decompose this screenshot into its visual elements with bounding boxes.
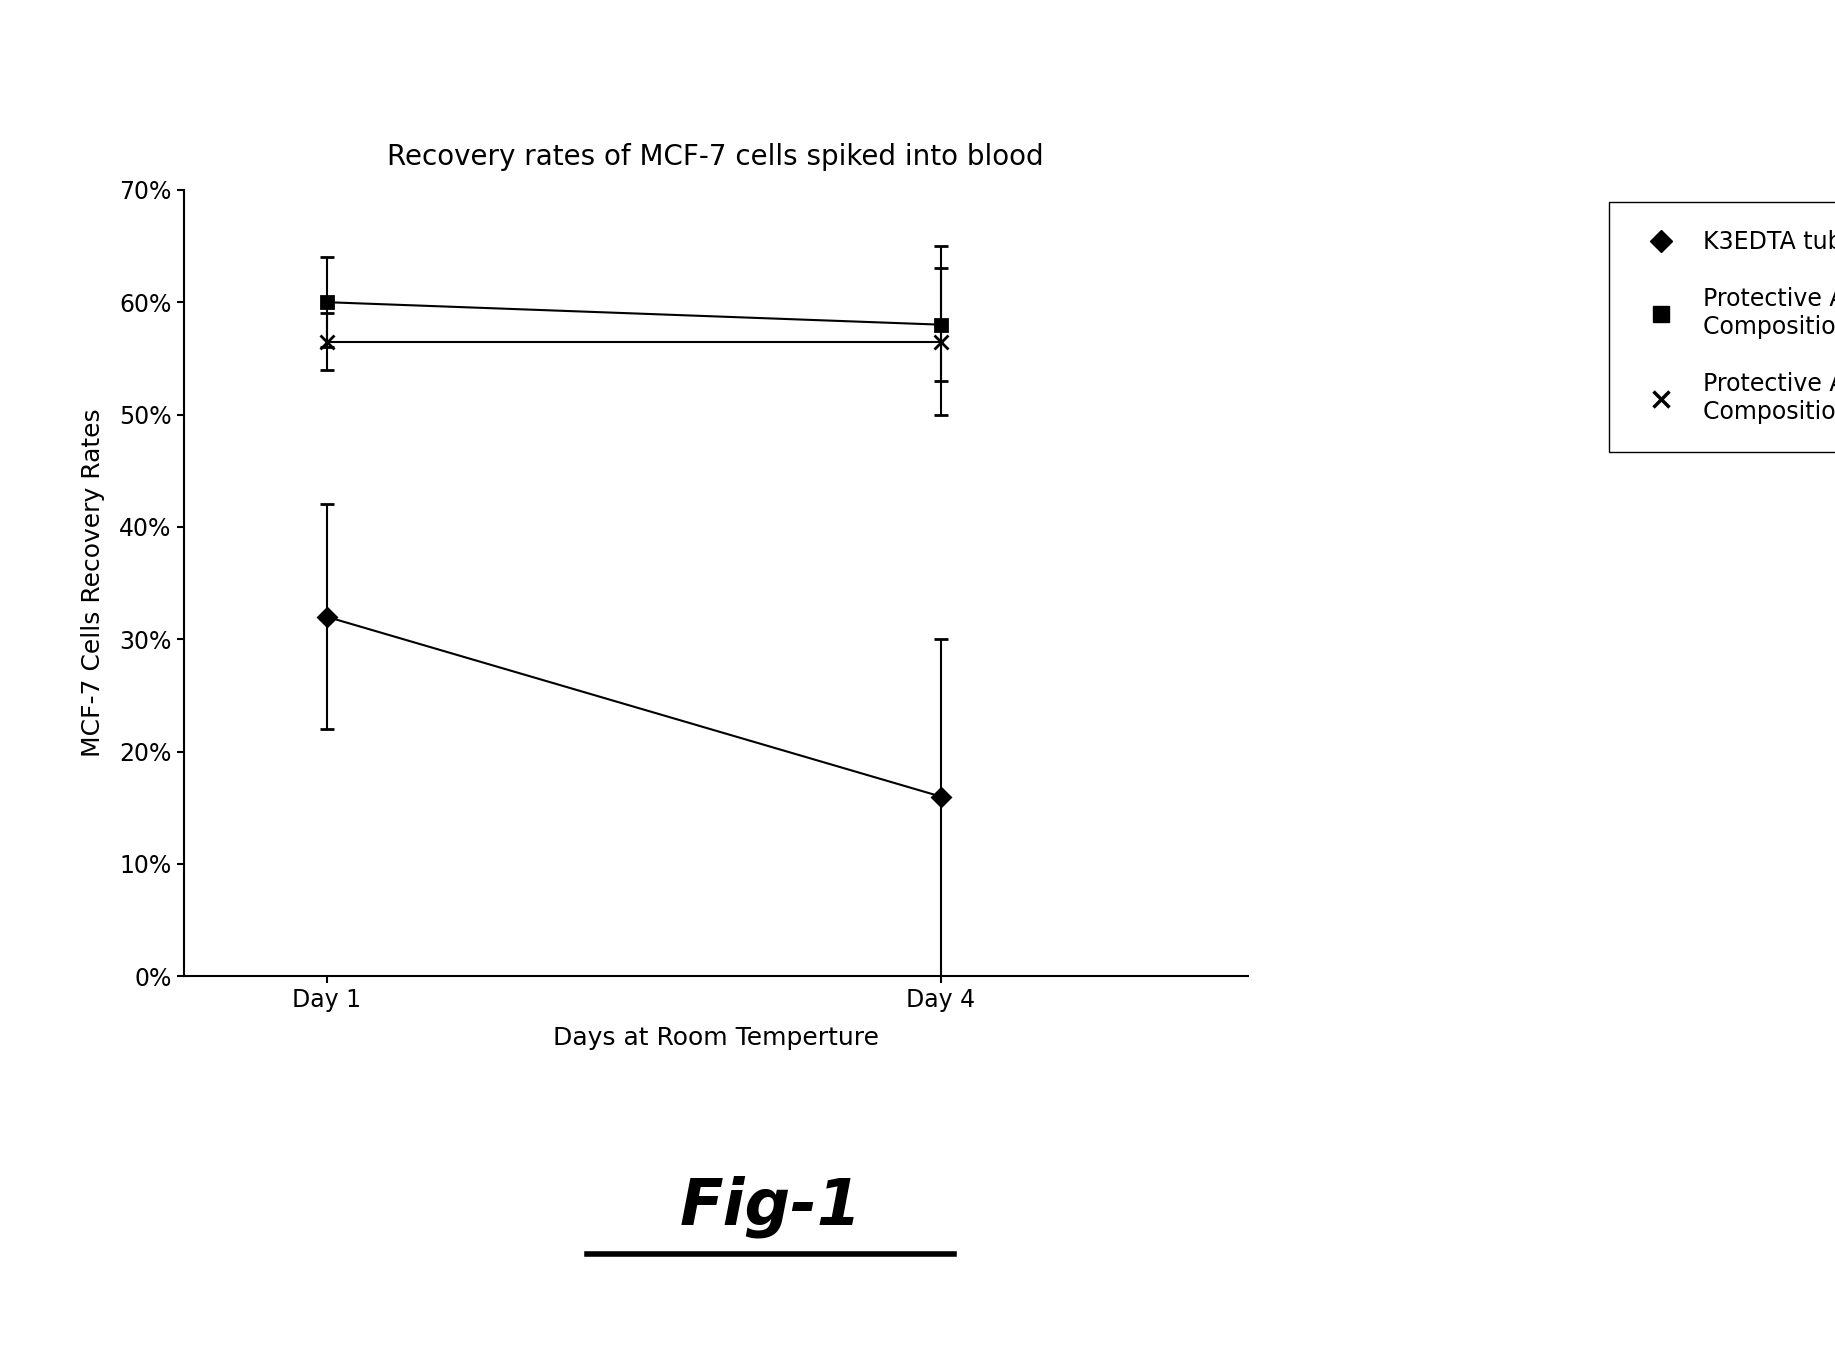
Text: Fig-1: Fig-1 bbox=[679, 1176, 862, 1238]
Y-axis label: MCF-7 Cells Recovery Rates: MCF-7 Cells Recovery Rates bbox=[81, 408, 105, 758]
Title: Recovery rates of MCF-7 cells spiked into blood: Recovery rates of MCF-7 cells spiked int… bbox=[387, 142, 1044, 171]
Legend: K3EDTA tube, Protective Agent
Composition A, Protective Agent
Composition B: K3EDTA tube, Protective Agent Compositio… bbox=[1609, 202, 1835, 452]
X-axis label: Days at Room Temperture: Days at Room Temperture bbox=[552, 1026, 879, 1050]
